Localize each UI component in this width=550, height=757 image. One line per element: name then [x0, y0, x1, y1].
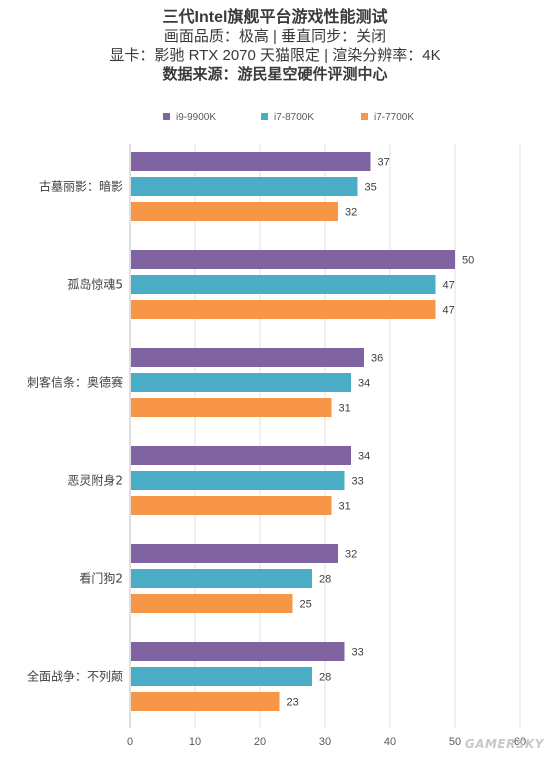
category-label: 孤岛惊魂5: [67, 277, 123, 292]
x-tick-label: 20: [254, 736, 266, 748]
bar: [131, 692, 280, 711]
bar: [131, 496, 332, 515]
x-tick-label: 60: [514, 736, 526, 748]
data-label: 33: [352, 476, 364, 488]
bar: [131, 667, 312, 686]
legend-swatch: [163, 113, 170, 120]
x-tick-label: 30: [319, 736, 331, 748]
bar: [131, 471, 345, 490]
data-label: 32: [345, 207, 357, 219]
bar: [131, 373, 351, 392]
chart-titles: 三代Intel旗舰平台游戏性能测试 画面品质：极高 | 垂直同步：关闭 显卡：影…: [0, 8, 550, 84]
data-label: 31: [339, 501, 351, 513]
chart-subtitle-1: 画面品质：极高 | 垂直同步：关闭: [163, 28, 387, 45]
legend-swatch: [261, 113, 268, 120]
bar: [131, 569, 312, 588]
category-label: 恶灵附身2: [67, 473, 123, 488]
bar: [131, 348, 364, 367]
data-label: 35: [365, 182, 377, 194]
bar: [131, 152, 371, 171]
data-label: 50: [462, 255, 474, 267]
bar: [131, 275, 436, 294]
bar: [131, 398, 332, 417]
bar: [131, 544, 338, 563]
data-label: 31: [339, 403, 351, 415]
data-label: 34: [358, 451, 370, 463]
category-label: 古墓丽影：暗影: [39, 179, 123, 194]
legend-label: i7-8700K: [274, 112, 314, 123]
bar: [131, 594, 293, 613]
x-tick-label: 0: [127, 736, 133, 748]
x-tick-label: 50: [449, 736, 461, 748]
x-tick-label: 10: [189, 736, 201, 748]
data-label: 23: [287, 697, 299, 709]
bar: [131, 202, 338, 221]
legend-label: i9-9900K: [176, 112, 216, 123]
category-label: 全面战争：不列颠: [27, 669, 123, 684]
category-label: 看门狗2: [79, 571, 123, 586]
watermark-logo: GAMERSKY: [464, 737, 544, 751]
data-label: 28: [319, 574, 331, 586]
data-label: 37: [378, 157, 390, 169]
chart-source: 数据来源：游民星空硬件评测中心: [162, 66, 388, 83]
bar: [131, 642, 345, 661]
bar: [131, 250, 455, 269]
data-label: 34: [358, 378, 370, 390]
legend-label: i7-7700K: [374, 112, 414, 123]
data-label: 33: [352, 647, 364, 659]
bar: [131, 300, 436, 319]
bar: [131, 177, 358, 196]
data-label: 25: [300, 599, 312, 611]
data-label: 28: [319, 672, 331, 684]
data-label: 47: [443, 305, 455, 317]
chart-subtitle-2: 显卡：影驰 RTX 2070 天猫限定 | 渲染分辨率：4K: [109, 47, 441, 64]
data-label: 32: [345, 549, 357, 561]
legend-swatch: [361, 113, 368, 120]
category-label: 刺客信条：奥德赛: [27, 375, 123, 390]
bar: [131, 446, 351, 465]
data-label: 36: [371, 353, 383, 365]
chart-title: 三代Intel旗舰平台游戏性能测试: [162, 9, 388, 26]
data-label: 47: [443, 280, 455, 292]
x-tick-label: 40: [384, 736, 396, 748]
